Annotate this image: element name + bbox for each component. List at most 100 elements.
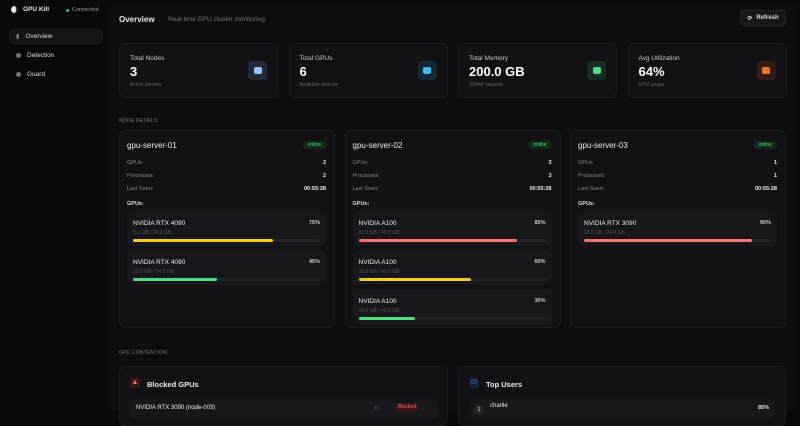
- chip-icon: [417, 61, 437, 80]
- gpu-name: NVIDIA RTX 4090: [133, 259, 186, 266]
- gpu-utilization: 45%: [308, 259, 320, 265]
- gpu-item[interactable]: NVIDIA RTX 3090 90% 18.0 GB / 24.0 GB: [578, 211, 777, 246]
- app-name: GPU Kill: [23, 6, 50, 13]
- user-name: charlie: [490, 403, 508, 409]
- gpu-memory: 10.0 GB / 40.0 GB: [358, 308, 400, 314]
- gpu-item[interactable]: NVIDIA A100 60% 20.0 GB / 40.0 GB: [352, 250, 552, 285]
- last-seen-row: Last Seen: 00:55:28: [353, 186, 552, 192]
- gpu-name: NVIDIA RTX 3090: [584, 220, 637, 227]
- label: Processes:: [578, 173, 606, 179]
- label: GPUs:: [127, 160, 144, 166]
- status-badge: online: [528, 141, 552, 149]
- stat-card: Total Memory 200.0 GB VRAM capacity: [458, 43, 617, 98]
- gpu-utilization: 30%: [534, 298, 546, 304]
- status-badge: online: [753, 141, 777, 149]
- node-card: gpu-server-03 online GPUs: 1 Processes: 1 …: [570, 130, 786, 328]
- user-usage: 85%: [757, 405, 769, 411]
- gpu-item[interactable]: NVIDIA A100 85% 32.0 GB / 40.0 GB: [352, 211, 552, 246]
- database-icon: [587, 61, 606, 80]
- sidebar-item-overview[interactable]: ▮ Overview: [9, 28, 103, 45]
- refresh-label: Refresh: [756, 15, 779, 21]
- stat-value: 3: [130, 64, 138, 79]
- utilization-bar: [358, 317, 546, 320]
- label: GPUs:: [578, 160, 595, 166]
- stat-label: Total Memory: [469, 55, 509, 62]
- sidebar-item-label: Guard: [27, 71, 46, 78]
- warning-icon: ▲: [130, 378, 140, 388]
- last-seen-value: 00:55:28: [303, 186, 326, 192]
- processes-count: 1: [773, 173, 777, 179]
- utilization-bar: [358, 278, 546, 281]
- gpu-item[interactable]: NVIDIA A100 30% 10.0 GB / 40.0 GB: [352, 289, 552, 324]
- gpus-count: 2: [322, 160, 326, 166]
- sidebar-item-guard[interactable]: Guard: [9, 66, 103, 83]
- sidebar: GPU Kill Connected ▮ Overview Detection G…: [0, 0, 108, 411]
- gpu-memory: 32.0 GB / 40.0 GB: [358, 230, 400, 236]
- gpu-memory: 18.0 GB / 24.0 GB: [584, 230, 625, 236]
- utilization-bar-fill: [133, 278, 218, 281]
- stat-label: Total GPUs: [299, 55, 333, 62]
- node-name: gpu-server-01: [127, 141, 177, 150]
- label: GPUs:: [352, 160, 369, 166]
- gpu-memory: 12.0 GB / 24.0 GB: [133, 269, 174, 275]
- gpus-heading: GPUs:: [127, 201, 144, 207]
- top-users-card: ⚇ Top Users 1 charlie 85%: [458, 366, 786, 426]
- utilization-bar: [358, 239, 546, 242]
- gpu-name: NVIDIA A100: [358, 259, 397, 266]
- section-label-gpu-contention: GPU CONTENTION: [119, 350, 168, 356]
- gpus-row: GPUs: 2: [127, 160, 326, 166]
- gpu-item[interactable]: NVIDIA RTX 4090 75% 8.0 GB / 24.0 GB: [127, 211, 326, 246]
- connection-status: Connected: [66, 7, 99, 13]
- card-title: Top Users: [486, 380, 523, 389]
- gpus-heading: GPUs:: [578, 201, 595, 207]
- gpu-utilization: 60%: [534, 259, 546, 265]
- gpus-count: 1: [773, 160, 777, 166]
- shield-icon: [16, 72, 21, 77]
- gpu-item[interactable]: NVIDIA RTX 4090 45% 12.0 GB / 24.0 GB: [127, 250, 326, 285]
- gpu-utilization: 90%: [759, 220, 771, 226]
- sidebar-item-label: Overview: [25, 33, 53, 40]
- utilization-bar-fill: [358, 239, 518, 242]
- refresh-icon: ⟳: [747, 15, 753, 22]
- logo-icon: [11, 6, 18, 13]
- refresh-button[interactable]: ⟳ Refresh: [740, 10, 786, 26]
- utilization-bar: [133, 278, 320, 281]
- node-name: gpu-server-03: [578, 141, 628, 150]
- main-content: Overview Real-time GPU cluster monitorin…: [110, 3, 796, 426]
- processes-row: Processes: 1: [578, 173, 777, 179]
- stat-sub: VRAM capacity: [469, 82, 504, 88]
- stat-label: Avg Utilization: [638, 55, 680, 62]
- users-icon: ⚇: [469, 378, 479, 388]
- gpus-heading: GPUs:: [352, 201, 370, 207]
- status-text: Connected: [72, 7, 99, 13]
- stat-sub: Available devices: [299, 82, 339, 88]
- stat-label: Total Nodes: [130, 55, 165, 62]
- sidebar-item-detection[interactable]: Detection: [9, 47, 103, 64]
- stat-sub: GPU usage: [638, 82, 665, 88]
- label: Last Seen:: [127, 186, 154, 192]
- stat-value: 200.0 GB: [469, 64, 525, 79]
- section-label-node-details: NODE DETAILS: [119, 118, 158, 124]
- bar-chart-icon: ▮: [16, 34, 20, 40]
- list-item[interactable]: NVIDIA RTX 3090 (node-003) Blocked ⚇: [130, 399, 437, 419]
- stat-card: Total GPUs 6 Available devices: [288, 43, 448, 98]
- gpu-utilization: 85%: [534, 220, 546, 226]
- label: Last Seen:: [352, 186, 379, 192]
- node-name: gpu-server-02: [352, 141, 403, 150]
- node-card: gpu-server-01 online GPUs: 2 Processes: 2 …: [119, 130, 335, 328]
- server-icon: [248, 61, 267, 80]
- last-seen-value: 00:55:28: [529, 186, 552, 192]
- utilization-bar-fill: [584, 239, 753, 242]
- stat-card: Total Nodes 3 Active servers: [119, 43, 278, 98]
- gpus-row: GPUs: 1: [578, 160, 777, 166]
- processes-row: Processes: 3: [353, 173, 552, 179]
- list-item[interactable]: 1 charlie 85%: [469, 399, 775, 419]
- blocked-gpu-name: NVIDIA RTX 3090 (node-003): [136, 405, 216, 411]
- processes-count: 2: [322, 173, 326, 179]
- gpus-row: GPUs: 3: [353, 160, 552, 166]
- card-title: Blocked GPUs: [147, 380, 199, 389]
- label: Processes:: [352, 173, 380, 179]
- last-seen-row: Last Seen: 00:55:28: [578, 186, 777, 192]
- processes-row: Processes: 2: [127, 173, 326, 179]
- stat-card: Avg Utilization 64% GPU usage: [627, 43, 787, 98]
